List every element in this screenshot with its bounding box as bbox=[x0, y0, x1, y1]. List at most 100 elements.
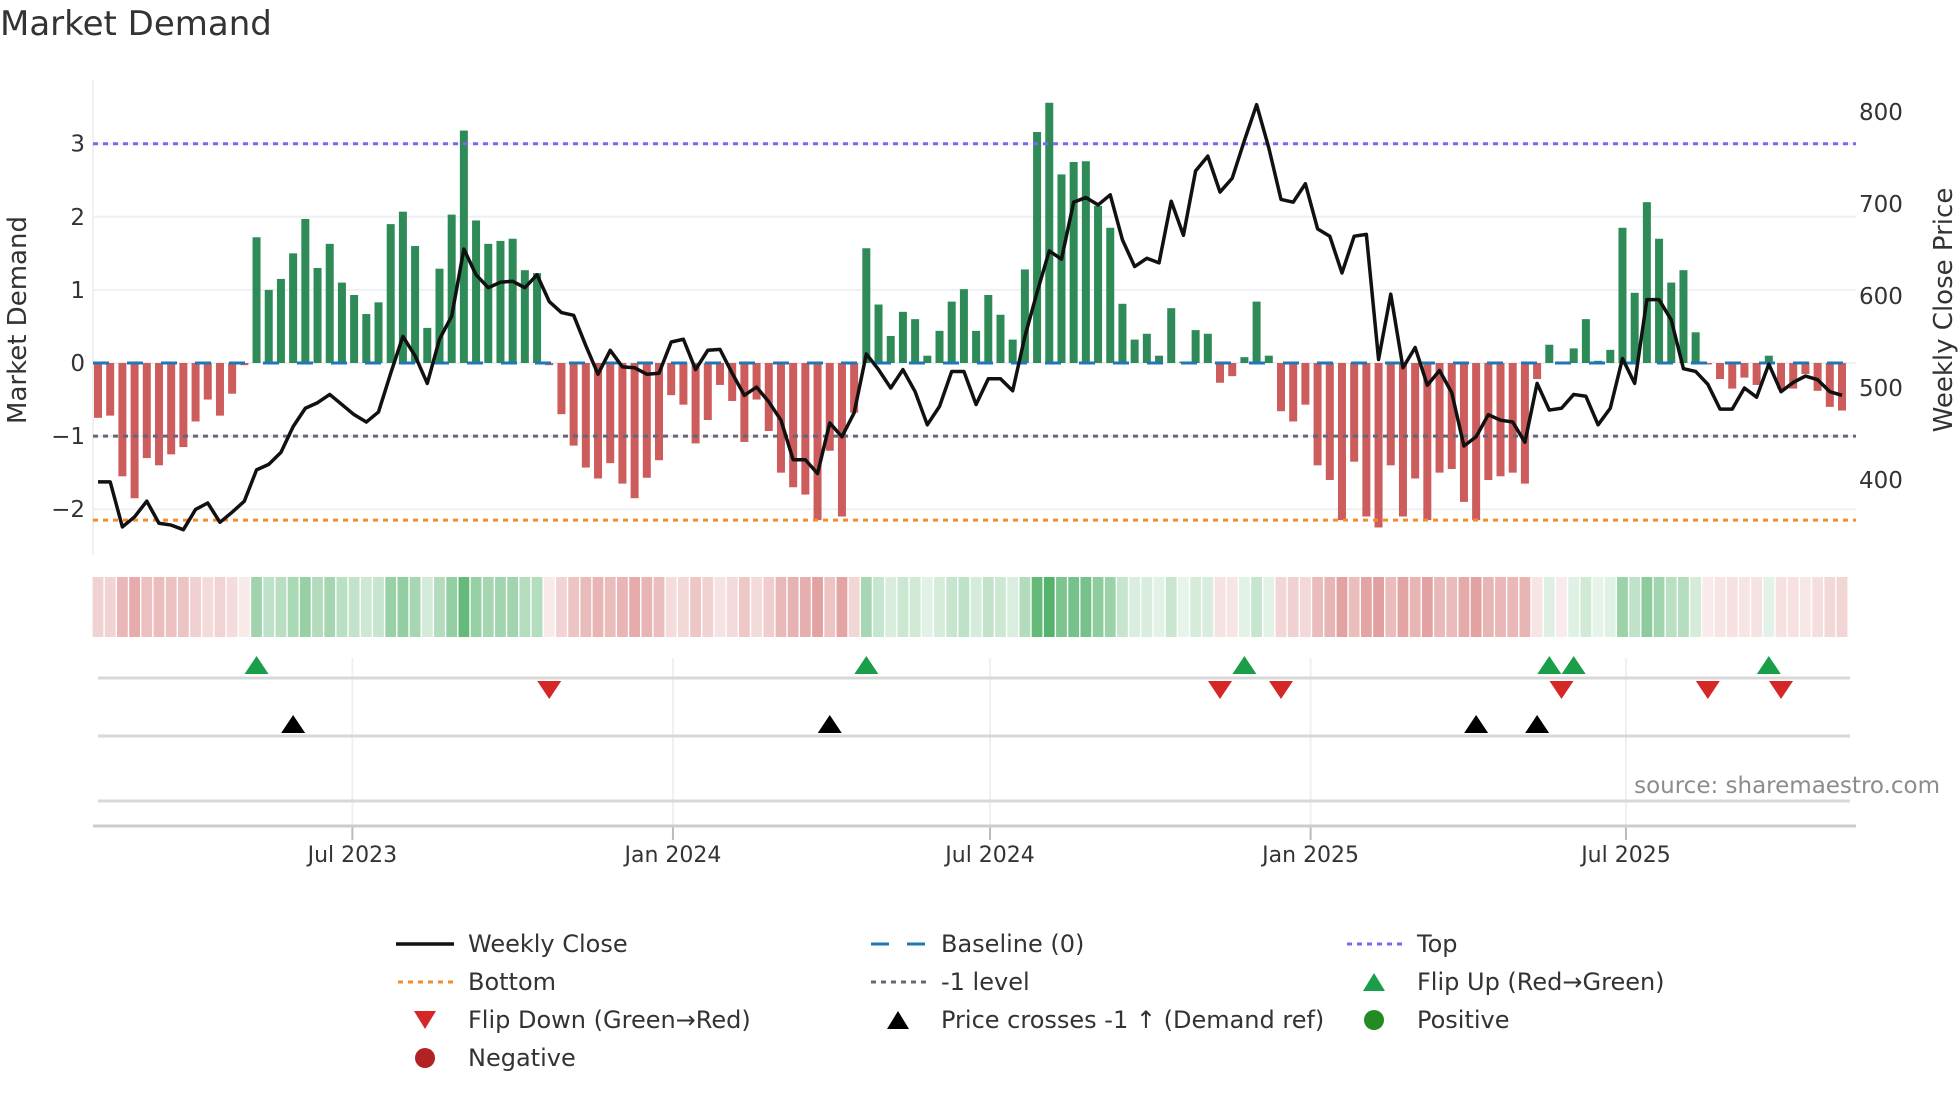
demand-bar bbox=[1642, 202, 1651, 363]
demand-bar bbox=[1374, 363, 1383, 528]
demand-bar bbox=[1484, 363, 1493, 480]
demand-strip-cell bbox=[824, 577, 836, 637]
flip-up-marker bbox=[1537, 656, 1562, 674]
demand-bar bbox=[1728, 363, 1737, 389]
demand-bar bbox=[923, 355, 932, 363]
demand-strip-cell bbox=[1190, 577, 1202, 637]
demand-bar bbox=[215, 363, 224, 416]
demand-strip-cell bbox=[324, 577, 336, 637]
demand-bar bbox=[228, 363, 237, 394]
demand-bar bbox=[1094, 205, 1103, 363]
demand-bar bbox=[764, 363, 773, 431]
demand-strip-cell bbox=[1178, 577, 1189, 637]
demand-strip-cell bbox=[1202, 577, 1214, 637]
demand-strip-cell bbox=[738, 577, 750, 637]
demand-bar bbox=[947, 301, 956, 363]
demand-bar bbox=[813, 363, 822, 521]
flip-down-marker bbox=[537, 681, 562, 699]
demand-bar bbox=[1716, 363, 1725, 380]
chart-title: Market Demand bbox=[0, 4, 272, 44]
demand-strip-cell bbox=[1251, 577, 1263, 637]
demand-bar bbox=[1777, 363, 1786, 389]
demand-bar bbox=[655, 363, 664, 461]
demand-strip-cell bbox=[141, 577, 153, 637]
demand-strip-cell bbox=[1580, 577, 1592, 637]
demand-strip-cell bbox=[1299, 577, 1311, 637]
demand-bar bbox=[362, 314, 371, 363]
demand-strip-cell bbox=[970, 577, 982, 637]
demand-strip-cell bbox=[1617, 577, 1628, 637]
demand-strip-cell bbox=[836, 577, 848, 637]
demand-bar bbox=[1155, 355, 1164, 363]
demand-bar bbox=[935, 330, 944, 363]
demand-bar bbox=[1459, 363, 1468, 502]
demand-bar bbox=[1630, 292, 1639, 363]
demand-strip-cell bbox=[1080, 577, 1092, 637]
demand-strip-cell bbox=[1714, 577, 1726, 637]
demand-strip-cell bbox=[507, 577, 519, 637]
demand-bar bbox=[94, 363, 102, 418]
demand-strip-cell bbox=[1629, 577, 1641, 637]
demand-strip-cell bbox=[1556, 577, 1567, 637]
demand-strip-cell bbox=[1031, 577, 1043, 637]
demand-strip-cell bbox=[1068, 577, 1080, 637]
demand-bar bbox=[569, 363, 578, 446]
demand-bar bbox=[1069, 161, 1078, 363]
demand-strip-cell bbox=[787, 577, 799, 637]
demand-strip-cell bbox=[1056, 577, 1067, 637]
demand-bar bbox=[1813, 363, 1822, 391]
demand-bar bbox=[1106, 227, 1115, 363]
demand-strip-cell bbox=[1348, 577, 1360, 637]
demand-strip-cell bbox=[519, 577, 531, 637]
demand-strip-cell bbox=[373, 577, 384, 637]
demand-bar bbox=[1216, 363, 1225, 383]
demand-strip-cell bbox=[1592, 577, 1604, 637]
demand-strip-cell bbox=[1117, 577, 1128, 637]
demand-bar bbox=[862, 248, 871, 363]
demand-bar bbox=[850, 363, 859, 413]
demand-strip-cell bbox=[287, 577, 299, 637]
price-cross-marker bbox=[281, 715, 306, 733]
demand-bar bbox=[508, 238, 517, 363]
flip-down-marker bbox=[1695, 681, 1720, 699]
demand-strip-cell bbox=[702, 577, 714, 637]
demand-bar bbox=[337, 282, 346, 363]
demand-strip-cell bbox=[1043, 577, 1055, 637]
demand-strip-cell bbox=[799, 577, 811, 637]
demand-strip-cell bbox=[275, 577, 287, 637]
demand-bar bbox=[1008, 339, 1017, 363]
demand-bar bbox=[581, 363, 590, 468]
demand-bar bbox=[142, 363, 151, 459]
demand-strip-cell bbox=[543, 577, 555, 637]
demand-bar bbox=[1618, 227, 1627, 363]
x-tick-label: Jan 2025 bbox=[1260, 843, 1359, 868]
demand-bar bbox=[313, 267, 322, 363]
demand-strip-cell bbox=[946, 577, 958, 637]
demand-strip-cell bbox=[336, 577, 348, 637]
demand-bar bbox=[1337, 363, 1346, 521]
demand-strip-cell bbox=[482, 577, 494, 637]
demand-bar bbox=[1411, 363, 1420, 479]
demand-bar bbox=[691, 363, 700, 444]
demand-strip-cell bbox=[1165, 577, 1177, 637]
demand-bar bbox=[447, 214, 456, 363]
demand-strip-cell bbox=[921, 577, 933, 637]
demand-strip-cell bbox=[677, 577, 689, 637]
demand-strip-cell bbox=[129, 577, 140, 637]
demand-bar bbox=[264, 289, 273, 363]
demand-strip-cell bbox=[165, 577, 177, 637]
demand-strip-cell bbox=[385, 577, 397, 637]
demand-bar bbox=[789, 363, 798, 488]
demand-bar bbox=[374, 302, 383, 363]
demand-strip-cell bbox=[885, 577, 897, 637]
flip-down-marker bbox=[1769, 681, 1794, 699]
price-cross-marker bbox=[1525, 715, 1550, 733]
demand-strip-cell bbox=[1763, 577, 1775, 637]
flip-up-marker bbox=[854, 656, 879, 674]
y-tick-label: −1 bbox=[51, 424, 85, 450]
demand-strip-cell bbox=[1568, 577, 1580, 637]
demand-bar bbox=[1057, 174, 1066, 363]
demand-strip-cell bbox=[238, 577, 250, 637]
demand-strip-cell bbox=[1507, 577, 1519, 637]
